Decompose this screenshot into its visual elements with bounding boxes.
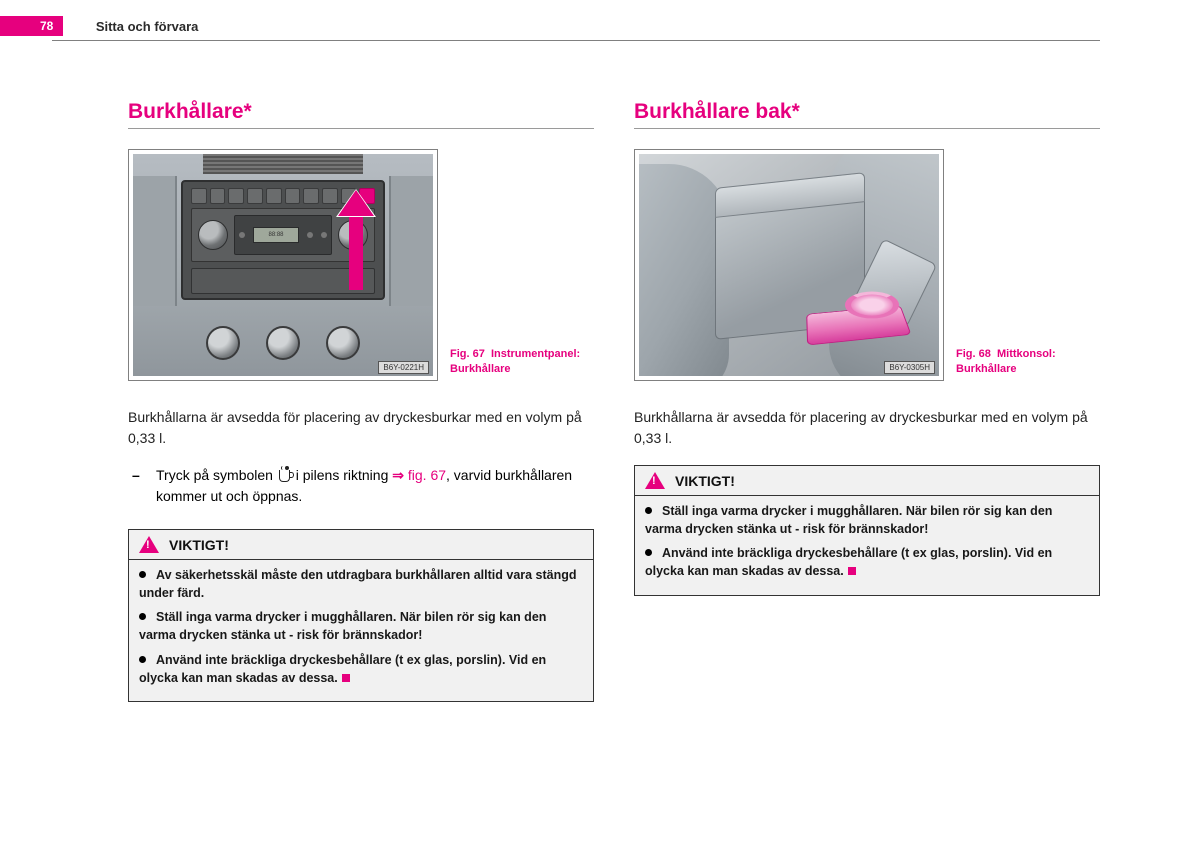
arrow-ref-icon: ⇒: [392, 467, 408, 483]
end-marker-icon: [342, 674, 350, 682]
left-warn-2: Ställ inga varma drycker i mugghållaren.…: [139, 610, 546, 642]
warning-icon: [645, 472, 665, 489]
fig-ref-67: fig. 67: [408, 467, 446, 483]
warn-head: VIKTIGT!: [129, 530, 593, 560]
step-1: – Tryck på symbolen i pilens riktning ⇒ …: [128, 465, 594, 507]
dash-illustration: 88:88: [133, 154, 433, 376]
bullet-icon: [645, 549, 652, 556]
left-heading-rule: [128, 128, 594, 129]
bullet-icon: [139, 613, 146, 620]
header-rule: [52, 40, 1100, 41]
right-intro: Burkhållarna är avsedda för placering av…: [634, 407, 1100, 449]
fig67-label: Fig. 67: [450, 348, 485, 360]
figure-67-caption: Fig. 67 Instrument­panel: Burkhållare: [450, 347, 590, 381]
figure-68: B6Y-0305H: [634, 149, 944, 381]
bullet-icon: [139, 571, 146, 578]
step-text: Tryck på symbolen i pilens riktning ⇒ fi…: [156, 465, 594, 507]
console-illustration: [639, 154, 939, 376]
warn-head-r: VIKTIGT!: [635, 466, 1099, 496]
bullet-icon: [139, 656, 146, 663]
content-columns: Burkhållare* 88:88: [128, 100, 1100, 702]
chapter-title: Sitta och förvara: [96, 19, 199, 34]
left-heading: Burkhållare*: [128, 100, 594, 124]
left-warning-box: VIKTIGT! Av säkerhetsskäl måste den utdr…: [128, 529, 594, 702]
figure-68-caption: Fig. 68 Mittkonsol: Burkhållare: [956, 347, 1096, 381]
right-warn-1: Ställ inga varma drycker i mugghållaren.…: [645, 504, 1052, 536]
right-heading-rule: [634, 128, 1100, 129]
left-column: Burkhållare* 88:88: [128, 100, 594, 702]
warn-body: Av säkerhetsskäl måste den utdragbara bu…: [129, 560, 593, 701]
warn-title-r: VIKTIGT!: [675, 473, 735, 489]
fig68-label: Fig. 68: [956, 348, 991, 360]
arrow-icon: [338, 190, 374, 216]
bullet-icon: [645, 507, 652, 514]
figure-67-code: B6Y-0221H: [378, 361, 429, 374]
step-prefix: Tryck på symbolen: [156, 467, 277, 483]
right-column: Burkhållare bak* B6Y-0305H Fig. 68 Mittk…: [634, 100, 1100, 702]
step-dash-icon: –: [128, 465, 156, 507]
figure-68-row: B6Y-0305H Fig. 68 Mittkonsol: Burkhållar…: [634, 149, 1100, 381]
page-number: 78: [0, 16, 63, 36]
figure-67: 88:88 B6Y-0221H: [128, 149, 438, 381]
left-warn-1: Av säkerhetsskäl måste den utdragbara bu…: [139, 568, 577, 600]
cup-icon: [279, 470, 290, 482]
right-warning-box: VIKTIGT! Ställ inga varma drycker i mugg…: [634, 465, 1100, 596]
warn-title: VIKTIGT!: [169, 537, 229, 553]
right-heading: Burkhållare bak*: [634, 100, 1100, 124]
warning-icon: [139, 536, 159, 553]
left-intro: Burkhållarna är avsedda för placering av…: [128, 407, 594, 449]
figure-68-code: B6Y-0305H: [884, 361, 935, 374]
warn-body-r: Ställ inga varma drycker i mugghållaren.…: [635, 496, 1099, 595]
figure-67-row: 88:88 B6Y-0221H: [128, 149, 594, 381]
step-middle: i pilens riktning: [292, 467, 392, 483]
page-header: 78 Sitta och förvara: [0, 16, 1100, 41]
end-marker-icon: [848, 567, 856, 575]
